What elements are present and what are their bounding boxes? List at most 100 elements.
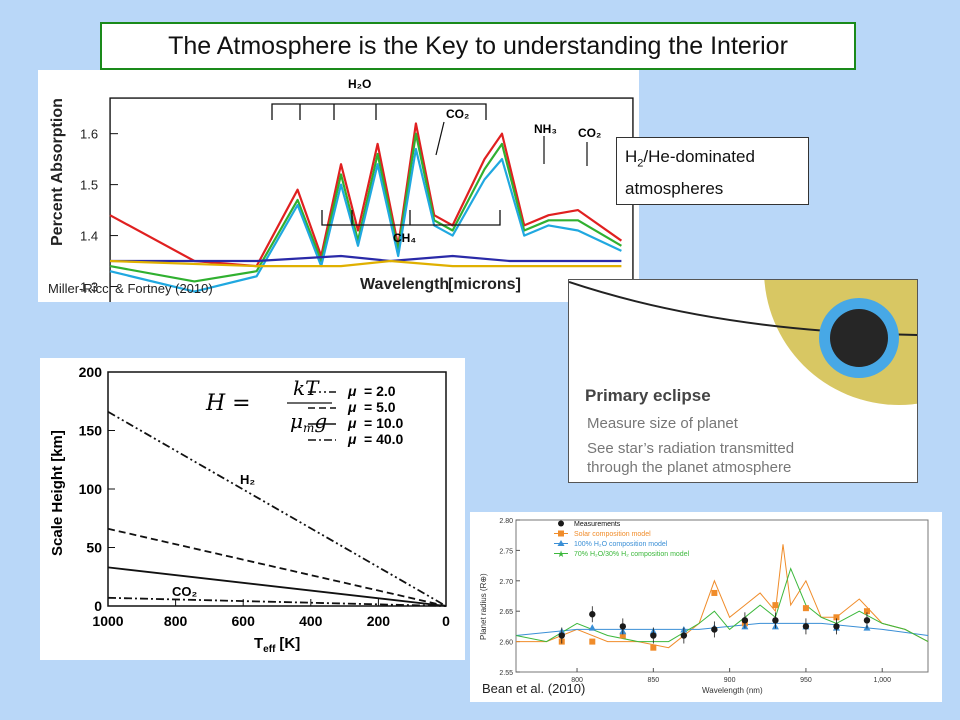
co2-label-2: CO₂ xyxy=(578,126,601,140)
eclipse-item-2b: through the planet atmosphere xyxy=(587,459,792,476)
measurement-point-8 xyxy=(802,623,810,630)
x-label-unit: [K] xyxy=(279,635,300,652)
co2-label: CO₂ xyxy=(172,584,198,599)
plot-frame xyxy=(110,98,633,302)
slide-title: The Atmosphere is the Key to understandi… xyxy=(100,22,856,70)
x-axis-label: Wavelength xyxy=(360,276,449,293)
y-tick-label-2: 1.5 xyxy=(80,178,98,193)
x-label-t: T xyxy=(254,635,263,652)
spectrum-line-0 xyxy=(109,122,623,268)
planet-disk xyxy=(830,309,888,367)
co2-label-1: CO₂ xyxy=(446,107,469,121)
co2-pointer-1 xyxy=(435,121,445,156)
x-tick-label-0: 1000 xyxy=(92,613,123,629)
measurement-point-1 xyxy=(589,611,596,618)
x-tick-label-3: 400 xyxy=(299,613,323,629)
legend-label-1: Solar composition model xyxy=(574,531,651,538)
legend-marker-2 xyxy=(557,540,565,546)
callout-h: H xyxy=(625,147,638,166)
x-axis-label: Teff [K] xyxy=(254,635,300,655)
equation-den: μmg xyxy=(290,409,327,435)
x-axis-label: Wavelength (nm) xyxy=(702,686,763,695)
measurement-point-7 xyxy=(772,617,779,624)
planet-radius-chart-panel: 800 850 900 950 1,000 2.55 2.60 2.65 2.70 2.75 2.8… xyxy=(470,512,942,702)
scale-height-line-0 xyxy=(107,410,447,607)
measurement-point-4 xyxy=(680,632,688,639)
y-axis-label: Percent Absorption xyxy=(49,98,66,246)
legend-label-3: 70% H₂O/30% H₂ composition model xyxy=(574,551,690,558)
y-tick-label-3: 150 xyxy=(79,423,103,439)
spectrum-line-4 xyxy=(109,259,622,268)
measurement-point-10 xyxy=(863,617,871,624)
absorption-chart-panel: 1101.31.41.51.6 Percent Absorption Wavel… xyxy=(38,70,639,302)
x-tick-label-1: 800 xyxy=(164,613,188,629)
den-g: g xyxy=(314,409,327,433)
ch4-bracket xyxy=(321,210,501,226)
x-tick-label-0: 800 xyxy=(571,677,583,684)
y-tick-label-3: 2.70 xyxy=(499,579,513,586)
equation-lhs: H = xyxy=(205,391,251,416)
credit-bean: Bean et al. (2010) xyxy=(482,681,586,696)
h2o-label: H₂O xyxy=(348,77,371,91)
callout-line2: atmospheres xyxy=(625,179,724,199)
y-tick-label-5: 2.80 xyxy=(499,518,513,525)
solar-marker-7 xyxy=(802,605,809,612)
scale-height-line-3 xyxy=(107,596,447,607)
measurement-point-3 xyxy=(650,632,657,639)
solar-marker-1 xyxy=(589,638,596,645)
y-tick-label-0: 1.3 xyxy=(80,280,98,295)
y-tick-label-1: 1.4 xyxy=(80,229,98,244)
y-tick-label-3: 1.6 xyxy=(80,127,98,142)
den-sub: m xyxy=(303,421,314,435)
x-tick-label-1: 850 xyxy=(647,677,659,684)
legend-marker-0 xyxy=(558,520,564,527)
model-line-1 xyxy=(515,622,929,636)
legend-mu-2: μ xyxy=(347,415,357,431)
x-axis-unit: [microns] xyxy=(448,276,521,293)
y-axis-label: Scale Height [km] xyxy=(49,430,66,556)
legend-value-1: = 5.0 xyxy=(364,399,396,415)
model-line-0 xyxy=(516,544,929,649)
h2-label: H₂ xyxy=(240,472,255,487)
nh3-label: NH₃ xyxy=(534,122,557,136)
legend-mu-1: μ xyxy=(347,399,357,415)
x-tick-label-4: 200 xyxy=(367,613,391,629)
eclipse-item-1: Measure size of planet xyxy=(587,415,738,432)
x-tick-label-5: 0 xyxy=(442,613,450,629)
h2-he-callout: H2/He-dominated atmospheres xyxy=(616,137,809,205)
scale-height-line-2 xyxy=(107,566,447,607)
measurement-point-2 xyxy=(619,623,627,630)
y-tick-label-2: 100 xyxy=(79,481,103,497)
y-tick-label-1: 2.60 xyxy=(499,640,513,647)
legend-value-0: = 2.0 xyxy=(364,383,396,399)
legend-label-0: Measurements xyxy=(574,521,621,528)
x-tick-label-4: 1,000 xyxy=(873,677,891,684)
legend-marker-3: ★ xyxy=(557,549,565,559)
primary-eclipse-panel: Primary eclipse Measure size of planet S… xyxy=(568,279,918,483)
legend-mu-0: μ xyxy=(347,383,357,399)
scale-height-chart-panel: 1000 800 600 400 200 0 0 50 100 150 200 Scale Heig… xyxy=(40,358,465,660)
y-tick-label-0: 2.55 xyxy=(499,670,513,677)
measurement-point-6 xyxy=(741,617,749,624)
absorption-chart: 1101.31.41.51.6 Percent Absorption Wavel… xyxy=(49,77,639,302)
y-axis-label: Planet radius (R⊕) xyxy=(479,573,488,640)
callout-sub: 2 xyxy=(637,157,644,170)
model-line-2 xyxy=(515,567,929,643)
x-label-sub: eff xyxy=(263,644,276,655)
measurement-point-5 xyxy=(711,626,718,633)
h2o-bracket xyxy=(271,103,487,120)
y-tick-label-4: 200 xyxy=(79,364,103,380)
plot-frame xyxy=(515,519,929,673)
h2o-marker-1 xyxy=(588,624,596,631)
solar-marker-9 xyxy=(863,608,870,615)
den-mu: μ xyxy=(290,409,303,433)
ch4-label: CH₄ xyxy=(393,231,416,245)
y-tick-label-1: 50 xyxy=(86,540,102,556)
solar-marker-3 xyxy=(650,644,657,651)
solar-marker-4 xyxy=(711,589,718,596)
measurement-point-9 xyxy=(833,623,840,630)
equation-num: kT xyxy=(293,376,320,400)
y-tick-label-4: 2.75 xyxy=(499,548,513,555)
x-tick-label-3: 950 xyxy=(800,677,812,684)
callout-rest: /He-dominated xyxy=(643,147,755,166)
